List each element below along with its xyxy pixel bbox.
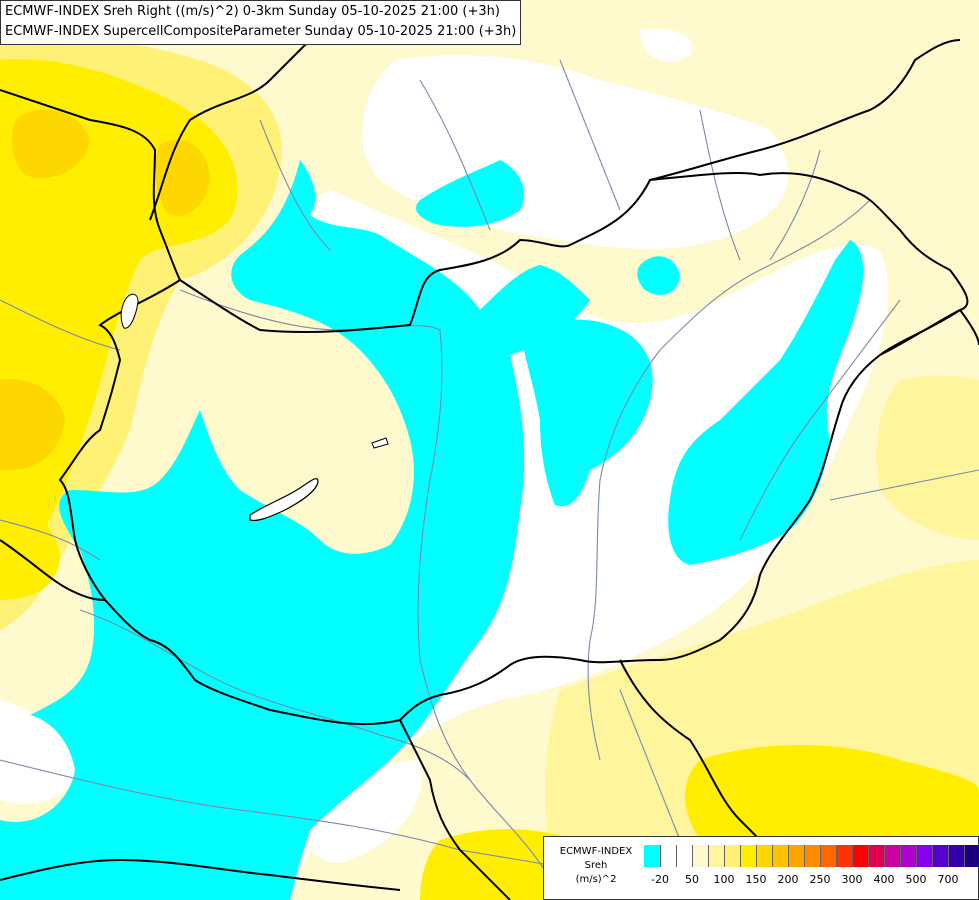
lake-small (371, 437, 389, 449)
map-title-box: ECMWF-INDEX Sreh Right ((m/s)^2) 0-3km S… (0, 0, 522, 45)
legend-title-line-3: (m/s)^2 (575, 874, 617, 885)
legend-tick-label: 100 (713, 873, 735, 886)
legend-swatch (692, 845, 708, 867)
river-west (0, 299, 121, 561)
legend-tick-label: 200 (777, 873, 799, 886)
field-white-west (0, 700, 80, 804)
river-north (259, 59, 821, 261)
legend-swatch (756, 845, 772, 867)
border-slovakia-north (149, 19, 961, 221)
colorbar-legend: ECMWF-INDEX Sreh (m/s)^2 -20 50 100 150 200 2… (543, 836, 979, 900)
field-white-northeast (640, 28, 692, 62)
legend-swatch (788, 845, 804, 867)
field-cyan-east (668, 240, 864, 565)
legend-ticks: -20 50 100 150 200 250 300 400 500 700 (644, 873, 974, 887)
legend-swatch (852, 845, 868, 867)
legend-swatch (644, 845, 660, 867)
legend-tick-label: 700 (937, 873, 959, 886)
lake-neusiedl (120, 293, 139, 329)
river-drava (79, 609, 471, 781)
legend-tick-label: 300 (841, 873, 863, 886)
field-cyan-main (0, 160, 590, 900)
field-cyan-north (416, 160, 524, 227)
legend-swatch (676, 845, 692, 867)
river-east (739, 299, 979, 541)
border-slovenia-croatia (0, 539, 511, 900)
legend-tick-label: 500 (905, 873, 927, 886)
field-cyan-small (637, 256, 680, 295)
lake-balaton (249, 478, 319, 522)
border-austria-west (0, 89, 181, 281)
legend-tick-label: -20 (651, 873, 669, 886)
legend-swatch (660, 845, 676, 867)
field-orange-west (0, 379, 65, 470)
country-borders (0, 19, 979, 900)
legend-swatch (772, 845, 788, 867)
field-pale-balaton (228, 338, 374, 511)
legend-tick-label: 50 (685, 873, 699, 886)
legend-swatch (836, 845, 852, 867)
river-morava (619, 689, 681, 841)
river-tisza (587, 199, 871, 761)
legend-title: ECMWF-INDEX Sreh (m/s)^2 (548, 845, 644, 887)
legend-swatch (932, 845, 948, 867)
legend-swatch (916, 845, 932, 867)
field-light-east (876, 375, 979, 540)
legend-swatch (900, 845, 916, 867)
legend-swatch (964, 845, 979, 867)
map-title-line-2: ECMWF-INDEX SupercellCompositeParameter … (5, 24, 517, 39)
legend-tick-label: 250 (809, 873, 831, 886)
map-title-line-1: ECMWF-INDEX Sreh Right ((m/s)^2) 0-3km S… (5, 4, 500, 19)
field-gold-west-2 (0, 500, 60, 600)
legend-swatches (644, 845, 979, 867)
field-cyan-center (520, 319, 653, 507)
field-orange-north (154, 139, 210, 216)
legend-swatch (884, 845, 900, 867)
legend-tick-label: 400 (873, 873, 895, 886)
legend-title-line-2: Sreh (584, 860, 608, 871)
field-orange-nw (12, 109, 90, 179)
legend-swatch (740, 845, 756, 867)
legend-swatch (804, 845, 820, 867)
field-gold-southeast (685, 745, 979, 840)
legend-tick-label: 150 (745, 873, 767, 886)
legend-swatch (708, 845, 724, 867)
legend-swatch (868, 845, 884, 867)
border-hungary (58, 171, 969, 726)
legend-swatch (948, 845, 964, 867)
legend-swatch (820, 845, 836, 867)
legend-swatch (724, 845, 740, 867)
border-south (0, 858, 401, 891)
legend-title-line-1: ECMWF-INDEX (559, 846, 633, 857)
